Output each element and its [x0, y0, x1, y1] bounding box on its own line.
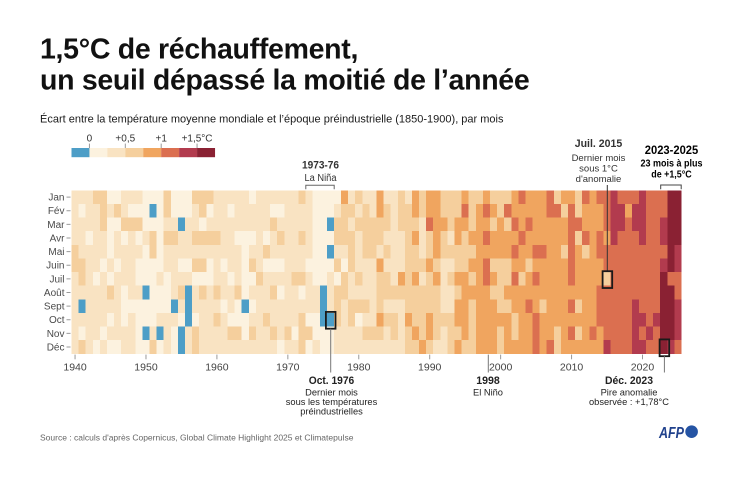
svg-text:un seuil dépassé la moitié de: un seuil dépassé la moitié de l’année — [40, 65, 529, 97]
svg-text:Écart entre la température moy: Écart entre la température moyenne mondi… — [40, 113, 504, 126]
svg-text:d'anomalie: d'anomalie — [576, 174, 622, 185]
svg-text:1950: 1950 — [134, 362, 158, 374]
svg-text:2023-2025: 2023-2025 — [645, 143, 699, 157]
svg-text:sous 1°C: sous 1°C — [579, 164, 618, 175]
svg-text:Déc. 2023: Déc. 2023 — [605, 375, 653, 387]
svg-text:1973-76: 1973-76 — [302, 160, 339, 172]
svg-text:sous les températures: sous les températures — [286, 397, 378, 407]
svg-text:Source : calculs d'après Coper: Source : calculs d'après Copernicus, Glo… — [40, 433, 354, 443]
svg-text:Sept: Sept — [44, 302, 65, 313]
svg-text:+0,5: +0,5 — [115, 134, 135, 145]
svg-text:Juil: Juil — [49, 274, 64, 285]
svg-text:2020: 2020 — [631, 362, 655, 374]
svg-text:La Niña: La Niña — [305, 173, 337, 184]
svg-text:Août: Août — [44, 288, 65, 299]
svg-text:1998: 1998 — [476, 375, 500, 387]
svg-text:Oct: Oct — [49, 315, 65, 326]
svg-text:Dernier mois: Dernier mois — [572, 153, 626, 164]
svg-text:AFP: AFP — [658, 425, 684, 442]
svg-text:El Niño: El Niño — [473, 388, 503, 398]
svg-text:1990: 1990 — [418, 362, 442, 374]
svg-text:Mai: Mai — [48, 247, 64, 258]
svg-text:1980: 1980 — [347, 362, 371, 374]
svg-text:Oct. 1976: Oct. 1976 — [309, 375, 355, 387]
svg-text:observée : +1,78°C: observée : +1,78°C — [589, 397, 669, 407]
svg-text:23 mois à plus: 23 mois à plus — [641, 159, 703, 170]
svg-text:+1: +1 — [155, 134, 167, 145]
svg-text:1940: 1940 — [63, 362, 87, 374]
svg-text:1,5°C de réchauffement,: 1,5°C de réchauffement, — [40, 34, 358, 66]
svg-text:Fév: Fév — [48, 206, 65, 217]
svg-text:Avr: Avr — [50, 233, 65, 244]
svg-text:préindustrielles: préindustrielles — [300, 407, 363, 417]
svg-text:Dernier mois: Dernier mois — [305, 388, 358, 398]
svg-text:2010: 2010 — [560, 362, 584, 374]
svg-text:Déc: Déc — [47, 342, 65, 353]
svg-text:de +1,5°C: de +1,5°C — [651, 170, 692, 181]
svg-text:Nov: Nov — [47, 329, 65, 340]
svg-text:Mar: Mar — [47, 220, 65, 231]
svg-text:Juin: Juin — [46, 261, 64, 272]
svg-text:Jan: Jan — [48, 193, 64, 204]
svg-text:1960: 1960 — [205, 362, 229, 374]
svg-text:0: 0 — [87, 134, 93, 145]
svg-text:1970: 1970 — [276, 362, 300, 374]
svg-text:2000: 2000 — [489, 362, 513, 374]
svg-text:+1,5°C: +1,5°C — [182, 134, 213, 145]
svg-text:Pire anomalie: Pire anomalie — [601, 388, 658, 398]
svg-text:Juil. 2015: Juil. 2015 — [575, 138, 623, 150]
